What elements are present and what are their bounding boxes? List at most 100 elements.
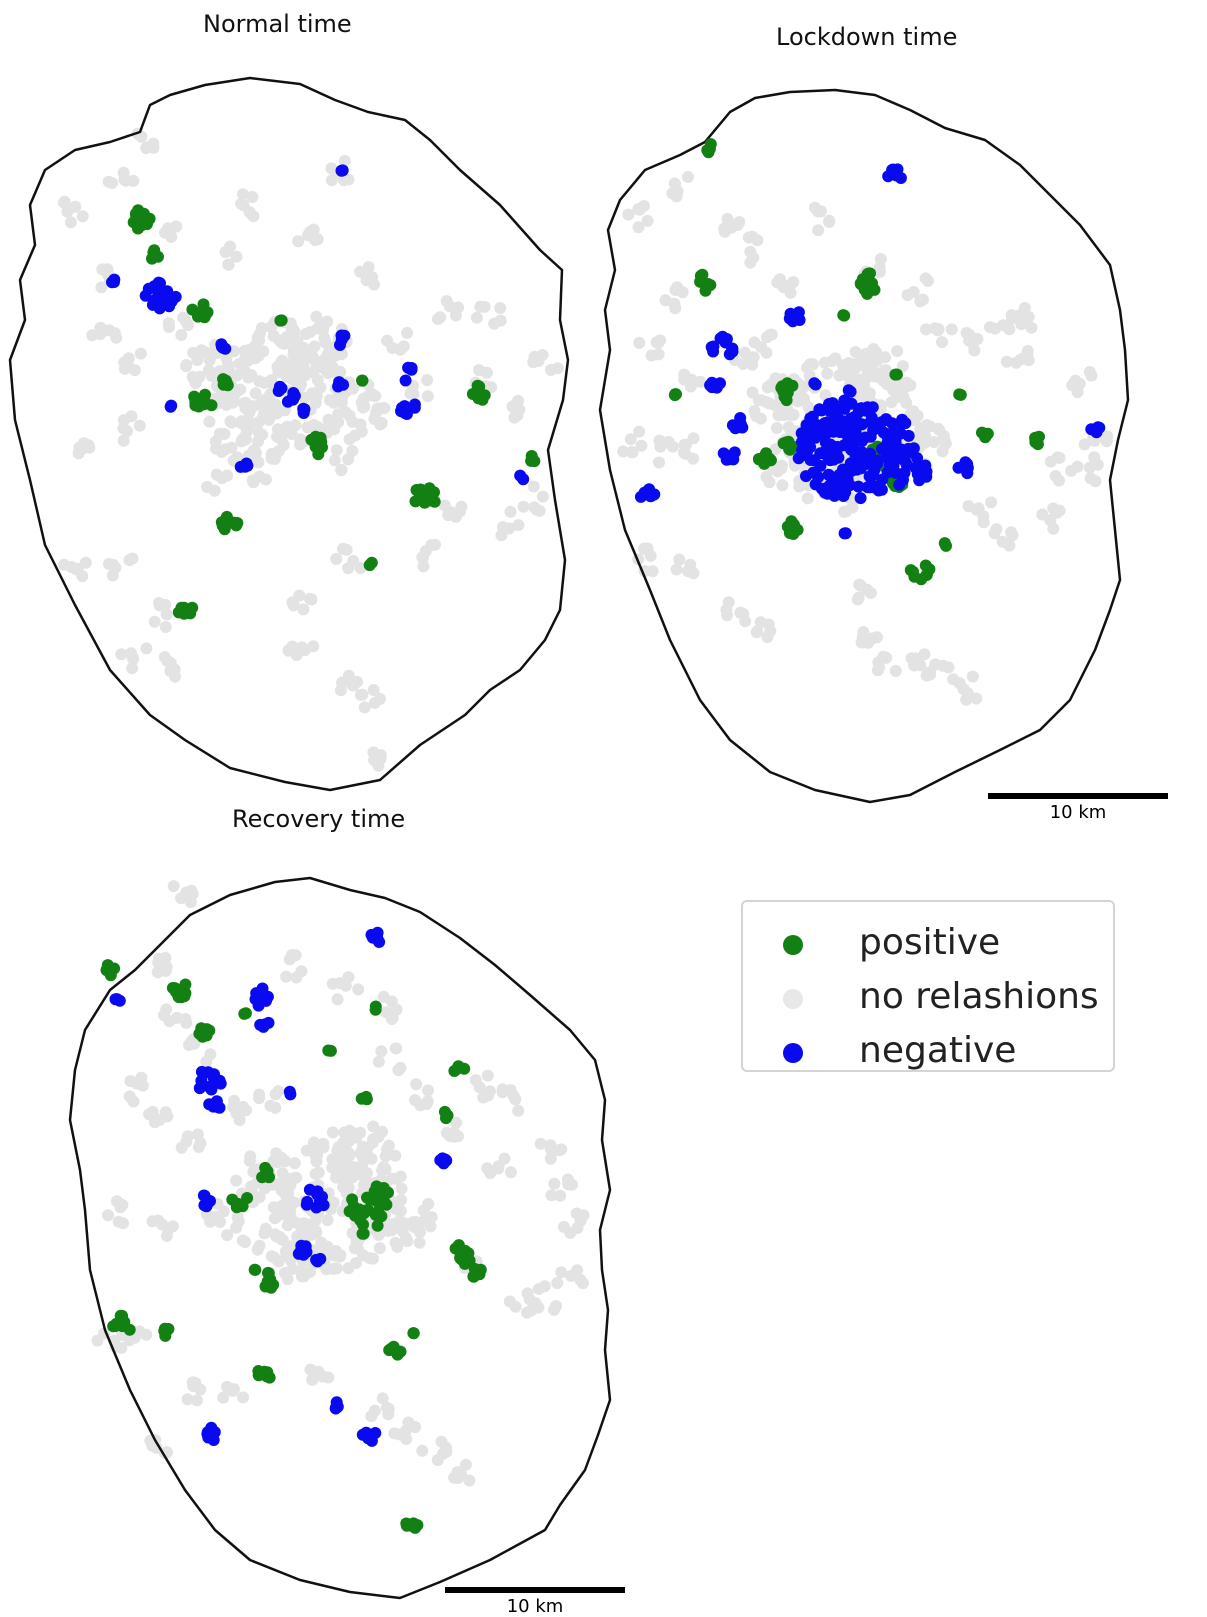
no-relation-cell: [367, 684, 380, 696]
positive-cell: [868, 283, 881, 296]
negative-cell: [823, 480, 836, 493]
no-relation-cell: [230, 1107, 243, 1120]
no-relation-cell: [235, 197, 248, 210]
no-relation-cell: [284, 358, 297, 371]
negative-cell: [896, 413, 909, 426]
no-relation-cell: [1089, 475, 1102, 488]
no-relation-cell: [469, 1074, 482, 1087]
positive-cell: [116, 1320, 129, 1333]
negative-cell: [877, 426, 890, 439]
no-relation-cell: [278, 337, 290, 350]
no-relation-cell: [625, 446, 638, 459]
no-relation-cell: [264, 1099, 277, 1112]
no-relation-cell: [397, 340, 410, 353]
negative-cell: [399, 374, 412, 387]
negative-cell: [800, 470, 812, 483]
no-relation-cell: [326, 977, 339, 990]
no-relation-cell: [83, 441, 96, 454]
no-relation-cell: [148, 1116, 161, 1129]
no-relation-cell: [408, 1217, 421, 1230]
no-relation-cell: [512, 519, 525, 532]
no-relation-cell: [896, 360, 909, 373]
no-relation-cell: [346, 444, 359, 457]
legend-label-no-relations: no relashions: [859, 976, 1099, 1017]
no-relation-cell: [633, 425, 646, 438]
no-relation-cell: [110, 331, 123, 344]
no-relation-cell: [1020, 316, 1033, 329]
no-relation-cell: [386, 342, 399, 354]
no-relation-cell: [678, 368, 691, 381]
map-title-lockdown: Lockdown time: [776, 23, 958, 51]
no-relation-cell: [365, 1410, 378, 1423]
negative-cell: [811, 423, 824, 436]
no-relation-cell: [271, 430, 284, 443]
positive-cell: [837, 309, 850, 322]
no-relation-cell: [322, 413, 335, 426]
no-relation-cell: [160, 1003, 173, 1016]
no-relation-cell: [204, 1048, 217, 1061]
no-relation-cell: [248, 340, 261, 353]
no-relation-cell: [761, 631, 774, 644]
no-relation-cell: [148, 615, 161, 628]
positive-cell: [920, 568, 933, 581]
no-relation-cell: [328, 454, 341, 467]
no-relation-cell: [985, 496, 998, 509]
no-relation-cell: [966, 670, 979, 683]
no-relation-cell: [230, 250, 243, 263]
no-relation-cell: [237, 397, 250, 410]
no-relation-cell: [318, 332, 331, 345]
no-relation-cell: [763, 476, 776, 489]
positive-cells: [127, 204, 541, 620]
no-relation-cell: [221, 1229, 234, 1242]
positive-cell: [274, 314, 287, 327]
no-relation-cell: [945, 323, 958, 336]
legend-label-positive: positive: [859, 922, 1001, 963]
no-relation-cell: [285, 949, 298, 962]
no-relation-cell: [1069, 374, 1082, 387]
negative-cell: [216, 341, 229, 354]
no-relation-cell: [765, 328, 778, 341]
positive-cell: [161, 1323, 174, 1336]
no-relation-cell: [527, 356, 540, 369]
no-relation-cell: [632, 221, 645, 234]
no-relation-cell: [247, 1165, 260, 1178]
no-relation-cell: [721, 213, 734, 225]
no-relation-cell: [787, 276, 800, 289]
negative-cell: [300, 1198, 313, 1211]
no-relation-cell: [970, 692, 983, 705]
no-relation-cell: [102, 175, 115, 188]
no-relation-cell: [64, 216, 77, 229]
no-relation-cell: [247, 210, 260, 223]
map-recovery-time: [68, 876, 612, 1600]
legend-label-negative: negative: [859, 1030, 1017, 1071]
no-relation-cell: [823, 214, 836, 227]
no-relation-cell: [380, 1006, 393, 1019]
negative-cell: [113, 994, 126, 1007]
no-relation-cell: [331, 993, 344, 1006]
no-relation-cell: [557, 1220, 570, 1233]
no-relation-cell: [160, 1229, 173, 1242]
no-relation-cell: [367, 1120, 380, 1133]
no-relation-cell: [195, 344, 208, 357]
positive-cell: [411, 1519, 424, 1532]
negative-cell: [821, 416, 834, 429]
positive-cell: [371, 1219, 384, 1232]
no-relation-cell: [368, 696, 381, 709]
no-relation-cell: [237, 1391, 250, 1404]
no-relation-cell: [180, 359, 193, 371]
no-relation-cell: [312, 1365, 325, 1378]
positive-cell: [363, 559, 376, 572]
no-relation-cell: [1049, 470, 1062, 482]
no-relation-cell: [185, 1035, 198, 1048]
no-relation-cell: [269, 398, 282, 411]
no-relation-cell: [641, 214, 654, 227]
positive-cell: [127, 216, 140, 229]
no-relation-cell: [722, 596, 735, 609]
no-relation-cell: [561, 1173, 574, 1186]
no-relation-cell: [442, 509, 455, 522]
negative-cell: [865, 411, 878, 424]
no-relation-cell: [208, 484, 221, 497]
no-relation-cell: [236, 1234, 249, 1247]
scale-bar-label: 10 km: [1049, 802, 1107, 823]
no-relation-cell: [1047, 502, 1060, 515]
